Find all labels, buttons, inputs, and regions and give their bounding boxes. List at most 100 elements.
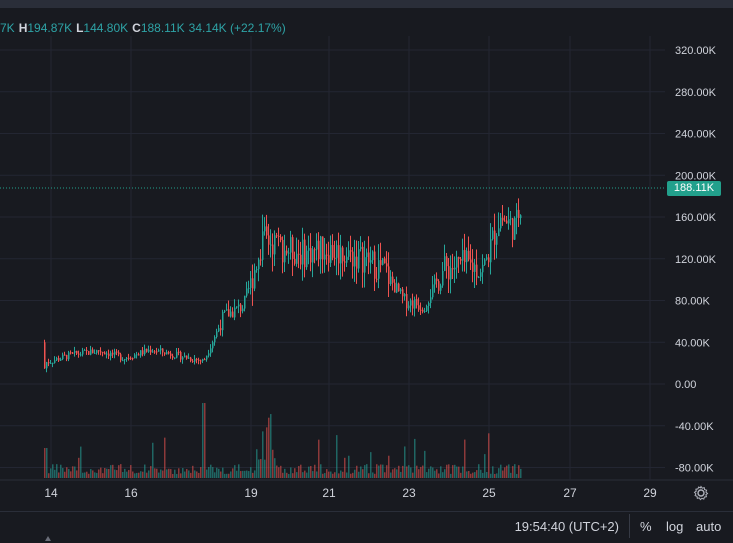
- candle-body: [52, 362, 54, 364]
- volume-bar: [474, 472, 476, 478]
- candle-body: [54, 360, 56, 363]
- volume-bar: [470, 473, 472, 478]
- candle-body: [492, 230, 494, 240]
- price-chart[interactable]: 320.00K 280.00K 240.00K 200.00K 160.00K 120.0…: [0, 0, 733, 511]
- volume-bar: [88, 473, 90, 478]
- candle-body: [118, 352, 120, 355]
- candle-body: [248, 287, 250, 289]
- candle-body: [478, 276, 480, 278]
- volume-bar: [166, 469, 168, 478]
- volume-bar: [392, 469, 394, 478]
- volume-bar: [384, 472, 386, 478]
- volume-bar: [476, 470, 478, 478]
- candle-body: [178, 351, 180, 353]
- volume-bar: [514, 464, 516, 478]
- volume-bar: [176, 473, 178, 478]
- candle-body: [88, 351, 90, 355]
- low-value: 144.80K: [83, 21, 129, 35]
- volume-bar: [318, 439, 320, 478]
- candle-body: [102, 352, 104, 354]
- candle-body: [192, 360, 194, 362]
- candle-body: [104, 352, 106, 355]
- candle-body: [44, 342, 46, 369]
- volume-bar: [208, 466, 210, 478]
- volume-bar: [110, 465, 112, 478]
- timezone-clock[interactable]: 19:54:40 (UTC+2): [514, 519, 619, 534]
- candle-body: [316, 240, 318, 250]
- volume-bar: [362, 469, 364, 478]
- candle-body: [452, 267, 454, 270]
- candle-body: [340, 247, 342, 264]
- price-axis-label: -80.00K: [675, 463, 714, 475]
- candle-body: [490, 239, 492, 263]
- candle-body: [420, 309, 422, 311]
- candle-body: [224, 310, 226, 312]
- volume-bar: [336, 435, 338, 478]
- top-toolbar-strip: [0, 0, 733, 8]
- candle-body: [486, 257, 488, 260]
- volume-bar: [78, 457, 80, 478]
- log-scale-button[interactable]: log: [666, 519, 684, 534]
- volume-bar: [76, 470, 78, 478]
- volume-bar: [330, 471, 332, 478]
- candle-body: [62, 354, 64, 360]
- candle-body: [416, 299, 418, 306]
- volume-bar: [74, 466, 76, 478]
- candle-body: [354, 256, 356, 267]
- volume-bar: [388, 455, 390, 478]
- candle-body: [130, 357, 132, 359]
- volume-bar: [128, 470, 130, 478]
- volume-bar: [56, 464, 58, 478]
- candle-body: [434, 278, 436, 285]
- volume-bar: [210, 464, 212, 478]
- candle-body: [122, 360, 124, 362]
- volume-bar: [462, 466, 464, 478]
- volume-bar: [248, 471, 250, 478]
- gear-icon[interactable]: [693, 485, 709, 501]
- price-axis-label: 160.00K: [675, 212, 717, 224]
- volume-bar: [394, 468, 396, 478]
- candle-body: [152, 351, 154, 353]
- candle-body: [406, 294, 408, 309]
- candle-body: [470, 259, 472, 263]
- auto-scale-button[interactable]: auto: [696, 519, 722, 534]
- volume-bar: [136, 472, 138, 478]
- price-axis-label: 280.00K: [675, 87, 717, 99]
- volume-bar: [216, 467, 218, 478]
- candle-body: [330, 244, 332, 263]
- candle-body: [418, 305, 420, 310]
- volume-bar: [368, 473, 370, 478]
- volume-bar: [218, 468, 220, 478]
- volume-bar: [98, 469, 100, 478]
- candle-body: [148, 349, 150, 352]
- percent-scale-button[interactable]: %: [640, 519, 652, 534]
- volume-bar: [338, 473, 340, 478]
- volume-bar: [506, 465, 508, 478]
- volume-bar: [310, 466, 312, 478]
- candle-body: [400, 289, 402, 292]
- price-axis-label: 80.00K: [675, 296, 711, 308]
- volume-bar: [504, 467, 506, 478]
- volume-bar: [214, 472, 216, 478]
- volume-bar: [44, 448, 46, 478]
- volume-bar: [240, 471, 242, 478]
- volume-bar: [508, 464, 510, 478]
- caret-up-icon: [45, 536, 51, 541]
- candle-body: [194, 358, 196, 362]
- candle-body: [298, 253, 300, 255]
- candle-body: [502, 217, 504, 221]
- candle-body: [408, 305, 410, 309]
- volume-bar: [194, 470, 196, 478]
- price-axis-label: 240.00K: [675, 129, 717, 141]
- volume-bar: [262, 431, 264, 478]
- volume-bar: [412, 472, 414, 478]
- candle-body: [234, 307, 236, 318]
- volume-bar: [400, 471, 402, 478]
- volume-bar: [390, 472, 392, 478]
- volume-bar: [52, 464, 54, 478]
- volume-bar: [60, 464, 62, 478]
- volume-bar: [168, 468, 170, 478]
- volume-bar: [58, 472, 60, 478]
- candle-body: [244, 295, 246, 309]
- volume-bar: [324, 473, 326, 478]
